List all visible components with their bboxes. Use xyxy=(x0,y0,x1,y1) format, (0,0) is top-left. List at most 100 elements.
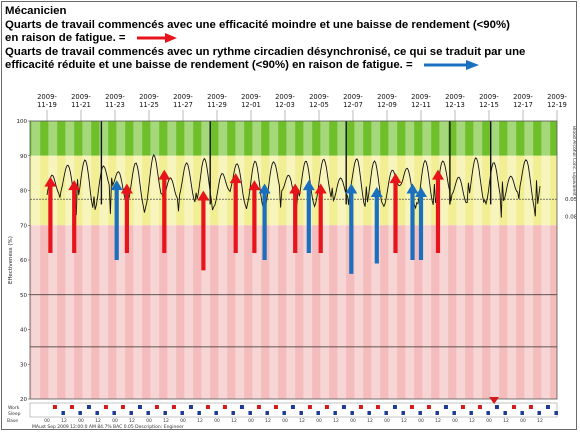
date-label-year: 2009- xyxy=(275,93,295,101)
hour-tick-label: 00 xyxy=(248,418,254,424)
circadian-arrow-head xyxy=(110,180,123,191)
work-shift-block xyxy=(426,405,431,409)
date-label-year: 2009- xyxy=(105,93,125,101)
sleep-block xyxy=(486,411,490,415)
sleep-block xyxy=(316,411,320,415)
blue-arrow-legend-icon xyxy=(423,60,479,71)
date-label-day: 11-21 xyxy=(71,101,91,109)
work-shift-block xyxy=(511,405,516,409)
sleep-block xyxy=(503,411,507,415)
date-label-day: 11-27 xyxy=(173,101,193,109)
status-bar-text: MAust Sep 2009 12:00:0 AM 84.7% BAC 0.05… xyxy=(32,424,184,430)
date-label-year: 2009- xyxy=(37,93,57,101)
hour-tick-label: 00 xyxy=(384,418,390,424)
day-stripe xyxy=(320,121,330,399)
date-label-year: 2009- xyxy=(445,93,465,101)
work-shift-block xyxy=(477,405,482,409)
sleep-block xyxy=(350,411,354,415)
right-tick-label: 0.08 xyxy=(565,215,577,221)
circadian-arrow-head xyxy=(370,187,383,198)
date-label-day: 11-23 xyxy=(105,101,125,109)
y-tick-label: 70 xyxy=(20,223,27,229)
date-label-year: 2009- xyxy=(513,93,533,101)
day-stripe xyxy=(31,121,41,399)
fatigue-arrow-head xyxy=(68,180,81,191)
work-shift-block xyxy=(256,405,261,409)
sleep-block xyxy=(520,411,524,415)
circadian-description-line-2: efficacité réduite et une baisse de rend… xyxy=(5,59,575,73)
sleep-block xyxy=(299,411,303,415)
sleep-block xyxy=(554,411,558,415)
hour-tick-label: 12 xyxy=(231,418,237,424)
date-label-year: 2009- xyxy=(309,93,329,101)
fatigue-arrow xyxy=(289,183,302,254)
fatigue-arrow-head xyxy=(432,169,444,180)
work-shift-block xyxy=(52,405,57,409)
fatigue-arrow-head xyxy=(289,183,302,194)
sleep-block xyxy=(384,411,388,415)
day-stripe xyxy=(48,121,58,399)
hour-tick-label: 00 xyxy=(418,418,424,424)
day-stripe xyxy=(269,121,279,399)
circadian-description-text: efficacité réduite et une baisse de rend… xyxy=(5,59,413,72)
work-shift-block xyxy=(239,405,244,409)
date-label-year: 2009- xyxy=(411,93,431,101)
fatigue-arrow xyxy=(68,180,81,254)
date-label-day: 12-07 xyxy=(343,101,363,109)
circadian-arrow xyxy=(406,183,419,260)
fatigue-arrow xyxy=(44,176,57,254)
sleep-block xyxy=(214,411,218,415)
date-label-day: 11-29 xyxy=(207,101,227,109)
y-tick-label: 20 xyxy=(20,397,27,403)
day-stripe xyxy=(286,121,296,399)
fatigue-description-line-1: Quarts de travail commencés avec une eff… xyxy=(5,18,510,31)
sleep-block xyxy=(95,411,99,415)
sleep-block xyxy=(469,411,473,415)
hour-tick-label: 12 xyxy=(129,418,135,424)
work-shift-block xyxy=(409,405,414,409)
work-shift-block xyxy=(120,405,125,409)
date-label-year: 2009- xyxy=(71,93,91,101)
day-stripe xyxy=(218,121,228,399)
day-stripe xyxy=(422,121,432,399)
day-stripe xyxy=(439,121,449,399)
fatigue-arrow-head xyxy=(120,183,133,194)
fatigue-description-text: en raison de fatigue. = xyxy=(5,32,126,45)
sleep-block xyxy=(129,411,133,415)
y-tick-label: 30 xyxy=(20,362,27,368)
sleep-block xyxy=(180,411,184,415)
sleep-block xyxy=(197,411,201,415)
day-stripe xyxy=(65,121,75,399)
work-shift-block xyxy=(443,405,448,409)
zoom-label[interactable]: Base xyxy=(7,418,18,424)
day-stripe xyxy=(354,121,364,399)
circadian-arrow-head xyxy=(258,183,271,194)
date-label-year: 2009- xyxy=(207,93,227,101)
day-stripe xyxy=(524,121,534,399)
date-label-year: 2009- xyxy=(241,93,261,101)
sleep-block xyxy=(367,411,371,415)
day-stripe xyxy=(388,121,398,399)
hour-tick-label: 00 xyxy=(78,418,84,424)
red-arrow-legend-icon xyxy=(136,33,177,44)
work-shift-block xyxy=(324,405,329,409)
hour-tick-label: 00 xyxy=(180,418,186,424)
work-shift-block xyxy=(290,405,295,409)
fatigue-arrow xyxy=(432,169,444,254)
fatigue-description-line-2: en raison de fatigue. = xyxy=(5,32,575,46)
sleep-block xyxy=(265,411,269,415)
hour-tick-label: 00 xyxy=(44,418,50,424)
hour-tick-label: 12 xyxy=(197,418,203,424)
work-shift-block xyxy=(154,405,159,409)
y-tick-label: 60 xyxy=(20,258,27,264)
day-stripe xyxy=(507,121,517,399)
date-label-day: 12-09 xyxy=(377,101,397,109)
date-label-year: 2009- xyxy=(173,93,193,101)
hour-tick-label: 12 xyxy=(95,418,101,424)
work-shift-block xyxy=(171,405,176,409)
date-label-year: 2009- xyxy=(377,93,397,101)
y-tick-label: 40 xyxy=(20,328,27,334)
circadian-arrow-head xyxy=(406,183,419,194)
cursor-marker-icon[interactable] xyxy=(489,397,500,404)
fatigue-arrow-head xyxy=(229,173,242,184)
